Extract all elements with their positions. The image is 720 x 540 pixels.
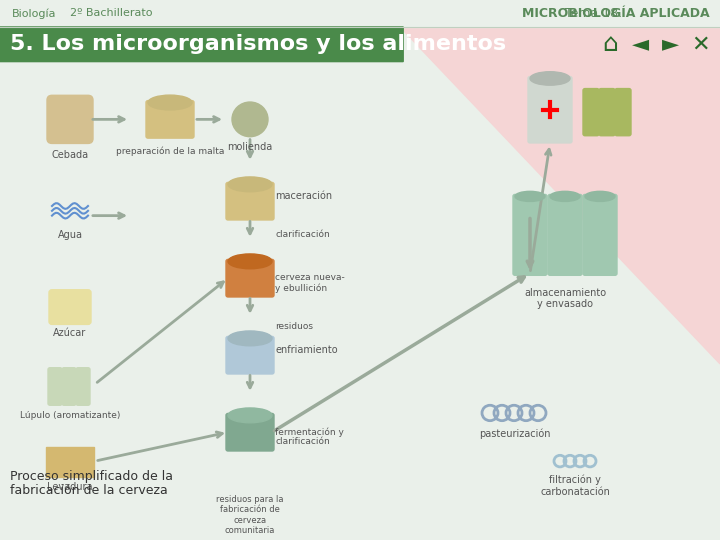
FancyBboxPatch shape (226, 414, 274, 451)
FancyBboxPatch shape (528, 77, 572, 143)
Text: y ebullición: y ebullición (275, 283, 327, 293)
Ellipse shape (228, 177, 272, 192)
Text: MICROBIOLOGÍA APLICADA: MICROBIOLOGÍA APLICADA (523, 7, 710, 20)
FancyBboxPatch shape (0, 27, 403, 62)
Text: cerveza nueva-: cerveza nueva- (275, 273, 345, 282)
Ellipse shape (530, 72, 570, 85)
Text: clarificación: clarificación (275, 231, 330, 239)
Text: Biología: Biología (12, 8, 56, 19)
Circle shape (232, 102, 268, 137)
Ellipse shape (515, 191, 545, 201)
Ellipse shape (550, 191, 580, 201)
Text: ⌂: ⌂ (602, 32, 618, 56)
FancyBboxPatch shape (599, 89, 615, 136)
Ellipse shape (148, 95, 192, 110)
Text: filtración y
carbonatación: filtración y carbonatación (540, 475, 610, 497)
Text: Agua: Agua (58, 230, 83, 240)
Text: Cebada: Cebada (51, 150, 89, 160)
Text: almacenamiento
y envasado: almacenamiento y envasado (524, 288, 606, 309)
FancyBboxPatch shape (226, 183, 274, 220)
FancyBboxPatch shape (46, 447, 94, 477)
Text: 2º Bachillerato: 2º Bachillerato (70, 9, 153, 18)
Text: pasteurización: pasteurización (480, 428, 551, 439)
FancyBboxPatch shape (548, 194, 582, 275)
Bar (0, 0, 720, 27)
Text: clarificación: clarificación (275, 437, 330, 446)
Text: maceración: maceración (275, 191, 332, 201)
Text: fermentación y: fermentación y (275, 427, 344, 437)
Text: ►: ► (662, 34, 678, 55)
FancyBboxPatch shape (615, 89, 631, 136)
Text: residuos para la
fabricación de
cerveza
comunitaria: residuos para la fabricación de cerveza … (216, 495, 284, 535)
FancyBboxPatch shape (226, 336, 274, 374)
Text: enfriamiento: enfriamiento (275, 346, 338, 355)
Text: molienda: molienda (228, 143, 273, 152)
FancyBboxPatch shape (48, 368, 62, 405)
FancyBboxPatch shape (62, 368, 76, 405)
Text: 5. Los microorganismos y los alimentos: 5. Los microorganismos y los alimentos (10, 34, 506, 55)
Text: fabricación de la cerveza: fabricación de la cerveza (10, 484, 168, 497)
Text: ✕: ✕ (690, 34, 709, 55)
FancyBboxPatch shape (49, 290, 91, 325)
FancyBboxPatch shape (583, 194, 617, 275)
Text: Proceso simplificado de la: Proceso simplificado de la (10, 470, 173, 483)
FancyBboxPatch shape (76, 368, 90, 405)
Text: Lúpulo (aromatizante): Lúpulo (aromatizante) (20, 411, 120, 420)
Text: Levadura: Levadura (48, 482, 93, 492)
FancyBboxPatch shape (513, 194, 547, 275)
Polygon shape (374, 0, 720, 364)
FancyBboxPatch shape (146, 100, 194, 138)
Text: residuos: residuos (275, 322, 313, 331)
FancyBboxPatch shape (583, 89, 599, 136)
Text: ◄: ◄ (631, 34, 649, 55)
Text: preparación de la malta: preparación de la malta (116, 146, 224, 156)
Text: Azúcar: Azúcar (53, 328, 86, 338)
FancyBboxPatch shape (226, 259, 274, 297)
Text: Tema 18.: Tema 18. (565, 7, 626, 20)
Ellipse shape (585, 191, 615, 201)
Ellipse shape (228, 254, 272, 269)
Ellipse shape (228, 331, 272, 346)
FancyBboxPatch shape (47, 95, 93, 144)
Ellipse shape (228, 408, 272, 423)
